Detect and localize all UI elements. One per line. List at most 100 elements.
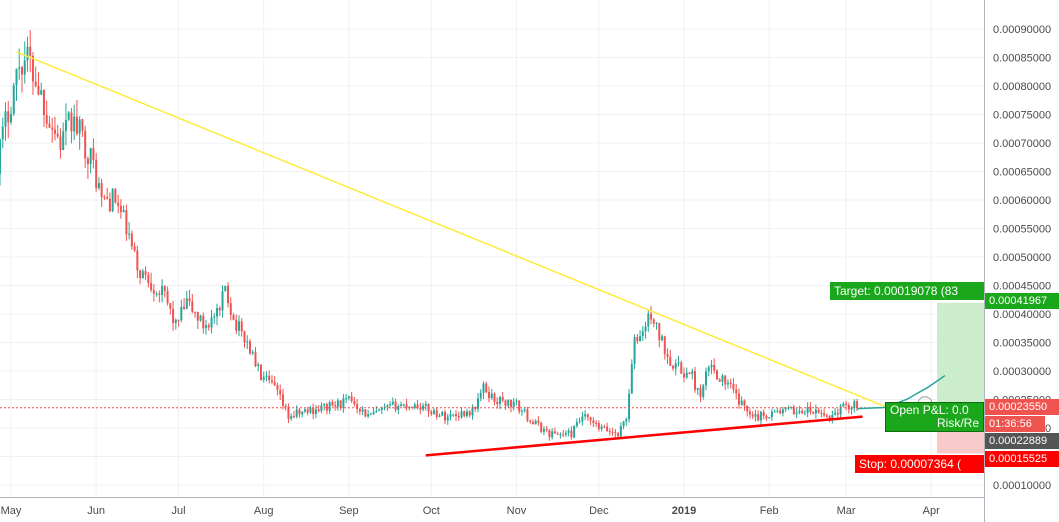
candle-body	[4, 111, 7, 127]
candle-body	[358, 409, 361, 412]
candle-body	[564, 432, 567, 435]
candle-body	[257, 364, 260, 367]
candle-body	[784, 407, 787, 410]
candle-body	[122, 210, 125, 213]
candle-body	[314, 409, 317, 414]
candle-body	[759, 411, 762, 421]
candle-body	[669, 356, 672, 366]
x-tick-label: Mar	[837, 505, 856, 517]
candle-body	[402, 404, 405, 406]
candle-body	[180, 306, 183, 321]
candle-body	[199, 315, 202, 321]
candle-body	[185, 298, 188, 309]
candle-body	[603, 426, 606, 428]
candle-body	[672, 365, 675, 369]
candle-body	[606, 426, 609, 432]
candle-body	[556, 433, 559, 435]
candle-body	[235, 319, 238, 331]
candle-body	[430, 411, 433, 414]
candle-body	[161, 286, 164, 295]
candle-body	[562, 434, 565, 436]
profit-zone	[937, 302, 984, 408]
candle-body	[174, 319, 177, 323]
candle-body	[853, 401, 856, 408]
candle-body	[812, 412, 815, 414]
candle-body	[834, 412, 837, 415]
candle-body	[518, 400, 521, 412]
candle-body	[422, 405, 425, 410]
candle-body	[117, 202, 120, 206]
candle-body	[704, 371, 707, 386]
candle-body	[31, 55, 34, 82]
target-annotation[interactable]: Target: 0.00019078 (83	[830, 282, 984, 300]
candle-body	[765, 415, 768, 419]
candle-body	[856, 401, 859, 408]
x-tick-label: Dec	[589, 505, 609, 517]
candle-body	[707, 367, 710, 372]
candle-body	[347, 396, 350, 399]
candle-body	[663, 336, 666, 355]
candle-body	[172, 308, 175, 323]
support-trend-line[interactable]	[425, 415, 863, 457]
open-pl-annotation[interactable]: Open P&L: 0.0 Risk/Re	[885, 402, 984, 432]
candle-body	[485, 383, 488, 393]
axes	[0, 0, 985, 522]
candle-body	[216, 307, 219, 317]
candle-body	[444, 412, 447, 421]
candle-body	[573, 425, 576, 438]
candle-body	[194, 311, 197, 313]
candle-body	[419, 408, 422, 410]
candle-body	[644, 326, 647, 332]
candle-body	[520, 410, 523, 412]
candle-body	[331, 402, 334, 406]
candle-body	[468, 411, 471, 416]
candle-body	[823, 413, 826, 416]
candle-body	[567, 430, 570, 433]
candle-body	[724, 375, 727, 385]
x-tick-label: Oct	[423, 505, 440, 517]
x-tick-label: Jun	[87, 505, 105, 517]
candle-body	[501, 396, 504, 401]
y-tick-label: 0.00050000	[993, 252, 1051, 264]
candle-body	[18, 67, 21, 69]
candle-body	[276, 385, 279, 390]
resistance-trend-line[interactable]	[16, 51, 888, 409]
candle-body	[666, 354, 669, 357]
candle-body	[523, 409, 526, 411]
stop-annotation[interactable]: Stop: 0.00007364 (	[855, 455, 984, 473]
candle-body	[372, 411, 375, 414]
candle-body	[762, 411, 765, 416]
candle-body	[353, 400, 356, 405]
candle-body	[559, 434, 562, 436]
candle-body	[537, 420, 540, 423]
candle-body	[130, 233, 133, 247]
candle-body	[776, 410, 779, 412]
candle-body	[652, 319, 655, 324]
candle-body	[498, 396, 501, 404]
y-tick-label: 0.00010000	[993, 480, 1051, 492]
candle-body	[281, 394, 284, 407]
candle-body	[336, 400, 339, 407]
candle-body	[213, 316, 216, 318]
candle-body	[726, 382, 729, 385]
candle-body	[389, 404, 392, 406]
candle-body	[400, 404, 403, 407]
candle-body	[342, 398, 345, 409]
candle-body	[62, 131, 65, 151]
candle-body	[735, 389, 738, 394]
candle-body	[10, 114, 12, 123]
candle-body	[205, 325, 208, 329]
candle-body	[169, 303, 172, 309]
candle-body	[356, 404, 359, 410]
y-tick-label: 0.00080000	[993, 81, 1051, 93]
candle-body	[45, 115, 48, 124]
x-tick-label: Nov	[507, 505, 527, 517]
candle-body	[292, 416, 295, 418]
candle-body	[323, 404, 326, 406]
candle-body	[540, 422, 543, 432]
y-tick-label: 0.00075000	[993, 110, 1051, 122]
candle-body	[295, 409, 298, 417]
candle-body	[611, 432, 614, 434]
